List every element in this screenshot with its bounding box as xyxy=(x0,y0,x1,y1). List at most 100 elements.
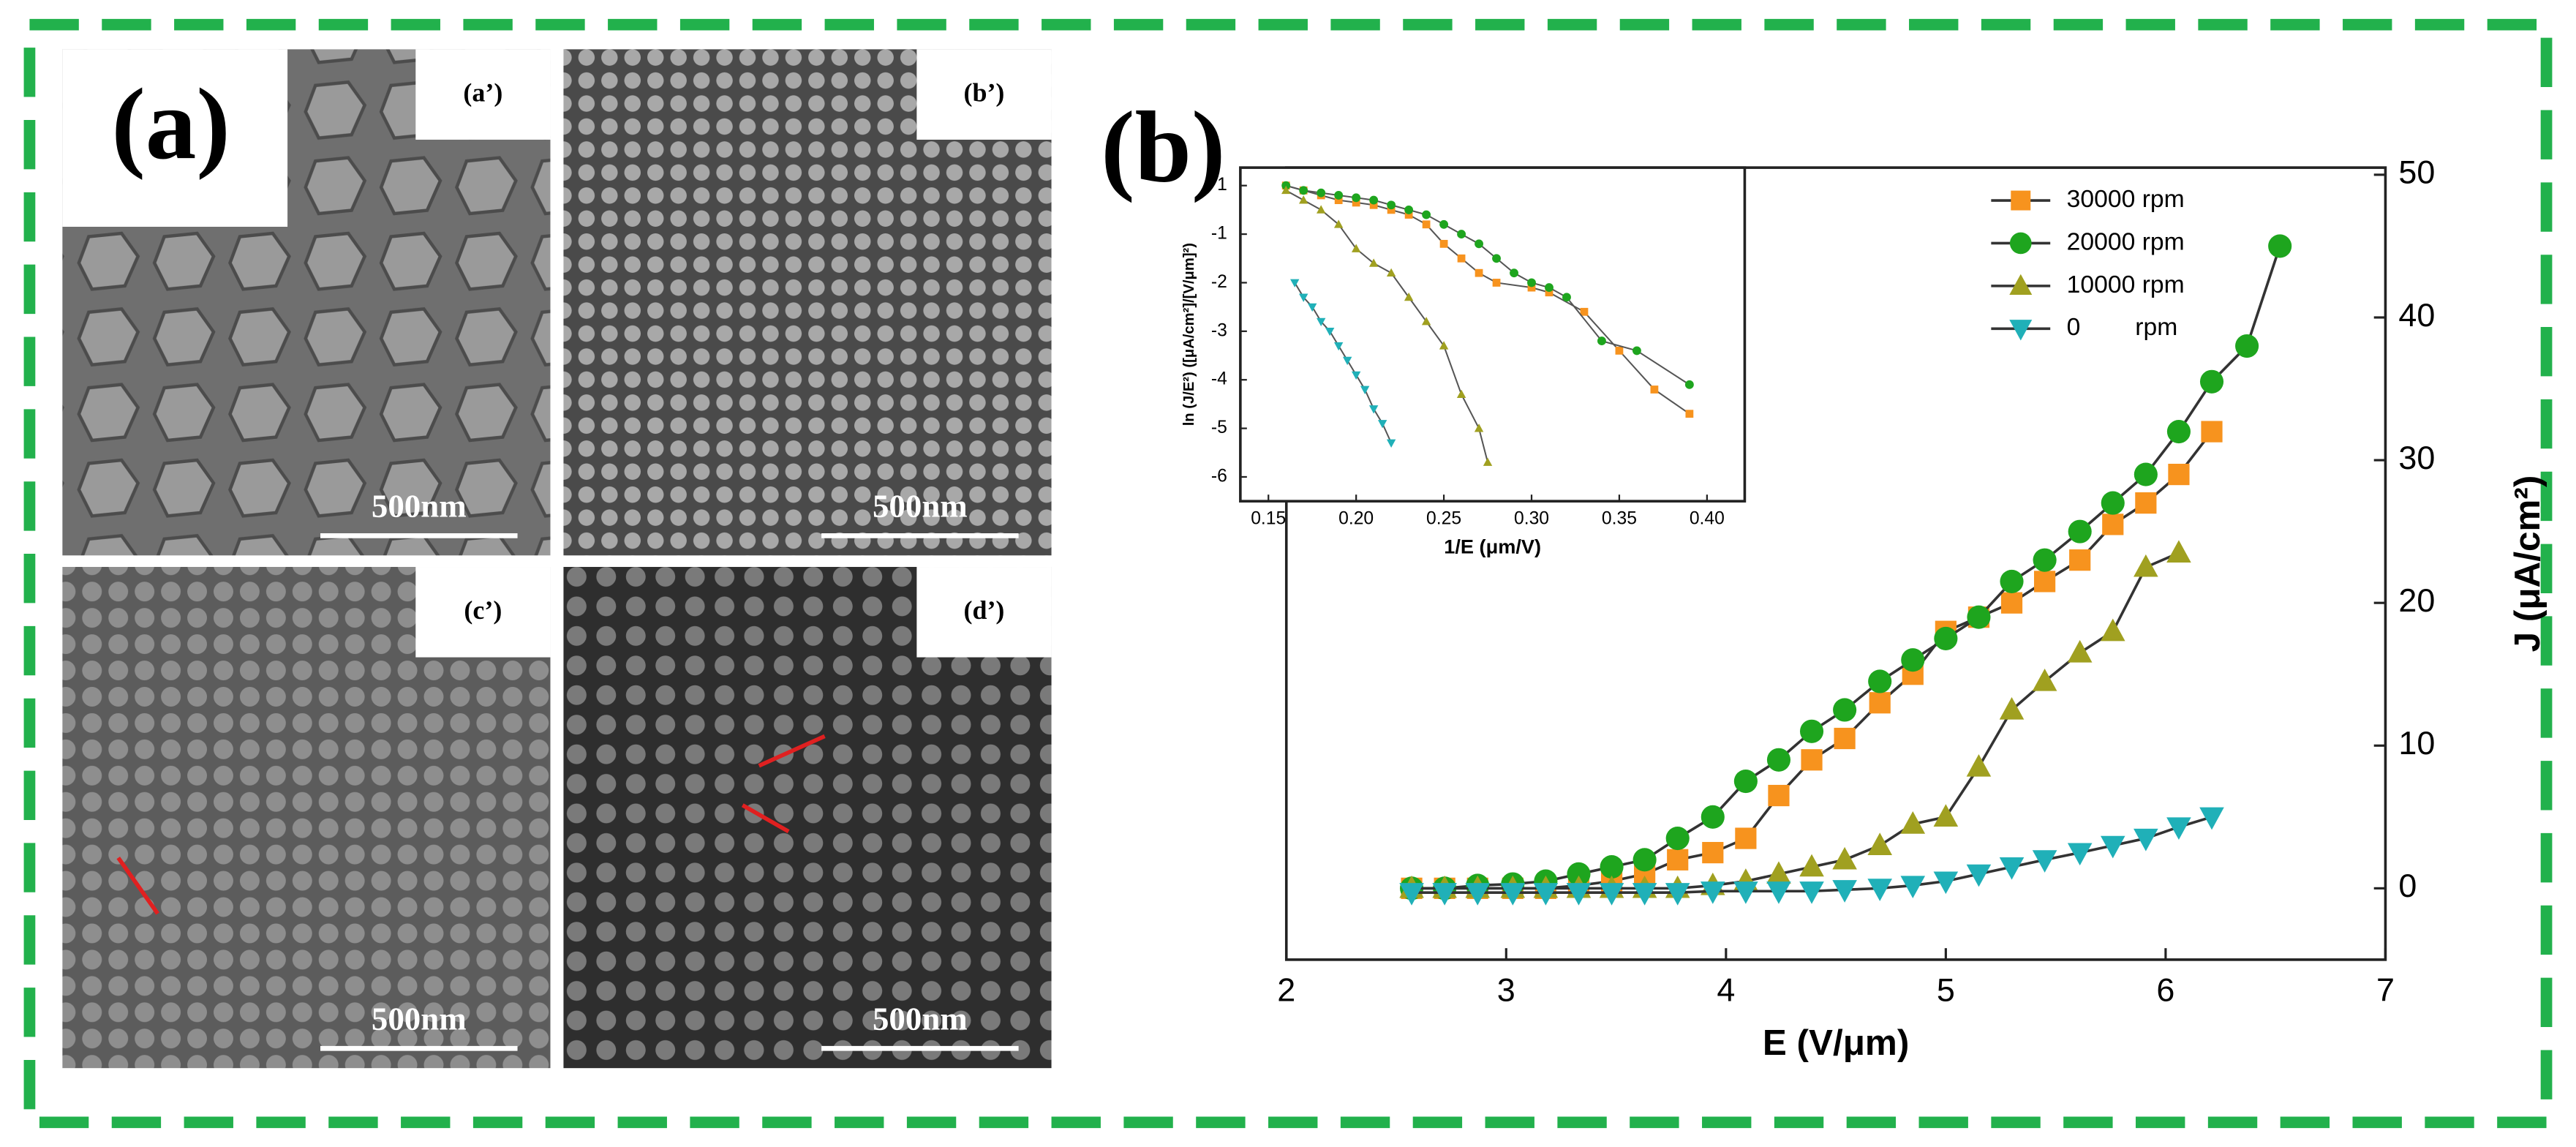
marker xyxy=(1615,346,1624,355)
marker xyxy=(1439,239,1448,248)
marker xyxy=(1308,303,1317,312)
marker xyxy=(1404,205,1414,214)
marker xyxy=(1333,342,1344,351)
marker xyxy=(1492,254,1501,263)
marker xyxy=(2135,492,2157,514)
x-tick-label: 0.35 xyxy=(1602,508,1637,528)
scale-bar-label: 500nm xyxy=(372,488,467,524)
marker xyxy=(2101,491,2125,515)
y-tick-label: 0 xyxy=(2398,867,2417,904)
marker xyxy=(1290,279,1300,287)
marker xyxy=(1733,769,1758,794)
panel-label: (b) xyxy=(1101,91,1225,204)
marker xyxy=(1766,861,1791,884)
marker xyxy=(1599,883,1624,906)
marker xyxy=(1422,220,1431,229)
y-tick-label: 10 xyxy=(2398,724,2435,761)
marker xyxy=(1869,692,1891,714)
marker xyxy=(1510,268,1518,278)
marker xyxy=(1351,371,1361,380)
marker xyxy=(2268,234,2292,258)
marker xyxy=(2134,554,2158,577)
marker xyxy=(1900,876,1926,898)
arrow xyxy=(116,857,159,915)
marker xyxy=(1422,210,1431,219)
marker xyxy=(1567,862,1591,886)
marker xyxy=(1369,200,1378,209)
marker xyxy=(2033,548,2057,572)
marker xyxy=(2100,618,2125,642)
marker xyxy=(2000,592,2023,614)
marker xyxy=(1600,855,1624,879)
marker xyxy=(1457,254,1466,263)
x-tick-label: 0.40 xyxy=(1690,508,1725,528)
legend-label: 10000 rpm xyxy=(2067,271,2185,298)
plot-frame xyxy=(1284,166,2387,961)
scale-bar-label: 500nm xyxy=(372,1001,467,1037)
marker xyxy=(1421,317,1431,326)
x-tick-label: 0.25 xyxy=(1426,508,1461,528)
marker xyxy=(1701,881,1725,904)
x-tick-label: 5 xyxy=(1937,971,1955,1009)
marker xyxy=(1439,341,1449,350)
marker xyxy=(1317,188,1326,198)
marker xyxy=(1360,386,1370,394)
marker xyxy=(1685,410,1694,418)
marker xyxy=(1562,293,1571,302)
marker xyxy=(1580,307,1589,316)
marker xyxy=(1325,327,1335,336)
marker xyxy=(2034,571,2056,593)
marker xyxy=(1665,827,1690,851)
legend-label: 30000 rpm xyxy=(2067,186,2185,213)
x-tick-label: 2 xyxy=(1277,971,1295,1009)
marker xyxy=(1650,386,1659,394)
marker xyxy=(2102,514,2124,535)
marker xyxy=(1684,380,1694,389)
marker xyxy=(1281,185,1291,195)
marker xyxy=(1334,191,1344,200)
marker xyxy=(1387,200,1396,210)
marker xyxy=(1933,804,1959,827)
marker xyxy=(1492,279,1501,287)
marker xyxy=(1901,648,1925,672)
marker xyxy=(1701,805,1725,829)
label-box xyxy=(916,49,1052,140)
marker xyxy=(1632,848,1657,872)
marker xyxy=(1533,883,1559,906)
marker xyxy=(1900,811,1926,834)
marker xyxy=(1566,883,1592,906)
marker xyxy=(1387,206,1396,214)
marker xyxy=(1799,719,1824,743)
x-axis-label: 1/E (μm/V) xyxy=(1444,535,1541,558)
x-axis-label: E (V/μm) xyxy=(1763,1023,1909,1063)
arrow xyxy=(741,803,790,834)
y-tick-label: 50 xyxy=(2398,154,2435,191)
y-tick-label: -6 xyxy=(1211,466,1227,486)
x-tick-label: 6 xyxy=(2156,971,2174,1009)
marker xyxy=(1799,854,1824,877)
legend-marker xyxy=(2009,232,2032,255)
marker xyxy=(2067,843,2093,866)
marker xyxy=(2166,817,2191,840)
x-tick-label: 3 xyxy=(1497,971,1515,1009)
scale-bar-label: 500nm xyxy=(873,488,968,524)
marker xyxy=(1933,871,1959,895)
legend-label: 0 rpm xyxy=(2067,314,2178,341)
marker xyxy=(1342,356,1352,366)
marker xyxy=(1352,193,1361,203)
legend-marker xyxy=(2009,274,2033,296)
y-tick-label: 1 xyxy=(1217,175,1227,195)
marker xyxy=(1799,881,1824,904)
marker xyxy=(1768,784,1790,807)
marker xyxy=(1733,881,1758,904)
marker xyxy=(1299,195,1308,204)
image-label: (a’) xyxy=(463,78,502,108)
marker xyxy=(1665,883,1690,906)
marker xyxy=(1369,195,1379,205)
marker xyxy=(2199,807,2224,830)
legend-marker xyxy=(2011,190,2031,211)
marker xyxy=(1465,883,1491,906)
marker xyxy=(1334,196,1343,204)
x-tick-label: 0.30 xyxy=(1514,508,1549,528)
marker xyxy=(2166,540,2191,563)
